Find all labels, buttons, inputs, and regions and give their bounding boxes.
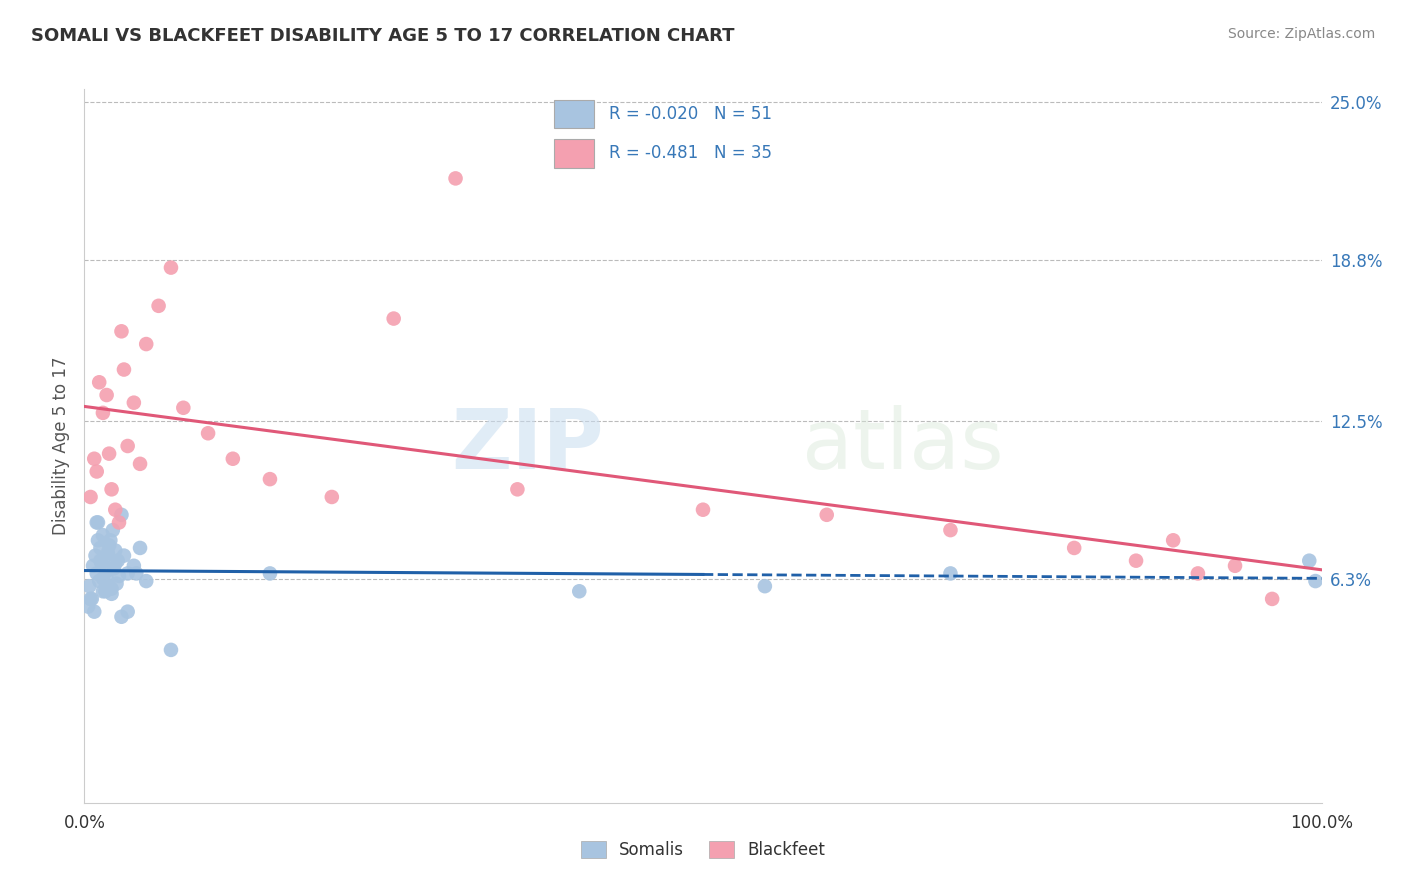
Point xyxy=(86,566,108,581)
Point xyxy=(112,549,135,563)
Point xyxy=(135,574,157,588)
Point xyxy=(939,523,962,537)
Point xyxy=(197,426,219,441)
Point xyxy=(89,574,111,588)
Text: R = -0.481   N = 35: R = -0.481 N = 35 xyxy=(609,145,772,162)
Point xyxy=(97,546,120,560)
Point xyxy=(104,543,127,558)
Point xyxy=(101,523,124,537)
Point xyxy=(692,502,714,516)
Point xyxy=(135,337,157,351)
FancyBboxPatch shape xyxy=(554,100,593,128)
Text: SOMALI VS BLACKFEET DISABILITY AGE 5 TO 17 CORRELATION CHART: SOMALI VS BLACKFEET DISABILITY AGE 5 TO … xyxy=(31,27,734,45)
Point xyxy=(103,561,125,575)
Y-axis label: Disability Age 5 to 17: Disability Age 5 to 17 xyxy=(52,357,70,535)
Point xyxy=(1161,533,1184,548)
Point xyxy=(160,260,183,275)
Point xyxy=(172,401,194,415)
Point xyxy=(86,516,108,530)
Point xyxy=(110,508,132,522)
Point xyxy=(1305,574,1327,588)
Point xyxy=(96,564,118,578)
Point xyxy=(107,554,129,568)
Point xyxy=(1125,554,1147,568)
Point xyxy=(100,587,122,601)
Point xyxy=(222,451,245,466)
Point xyxy=(117,439,139,453)
Point xyxy=(83,605,105,619)
Point xyxy=(93,551,115,566)
Text: atlas: atlas xyxy=(801,406,1004,486)
Point xyxy=(104,556,127,570)
Point xyxy=(815,508,838,522)
Point xyxy=(87,533,110,548)
Point xyxy=(148,299,170,313)
Point xyxy=(98,447,121,461)
Point xyxy=(90,556,112,570)
Point xyxy=(125,566,148,581)
Point xyxy=(112,362,135,376)
Point xyxy=(91,528,114,542)
Point xyxy=(83,451,105,466)
Point xyxy=(129,457,152,471)
Point xyxy=(82,558,104,573)
Point xyxy=(1298,554,1320,568)
Point xyxy=(87,516,110,530)
Point xyxy=(91,572,114,586)
Point xyxy=(1187,566,1209,581)
Point xyxy=(1223,558,1246,573)
Point xyxy=(122,395,145,409)
Point xyxy=(96,572,118,586)
Point xyxy=(98,579,121,593)
Point xyxy=(79,490,101,504)
Point xyxy=(259,566,281,581)
Point xyxy=(108,516,131,530)
Point xyxy=(108,569,131,583)
Point xyxy=(122,558,145,573)
Point xyxy=(104,502,127,516)
Point xyxy=(568,584,591,599)
Point xyxy=(939,566,962,581)
Point xyxy=(1063,541,1085,555)
Legend: Somalis, Blackfeet: Somalis, Blackfeet xyxy=(574,834,832,866)
Point xyxy=(91,406,114,420)
Point xyxy=(160,643,183,657)
Point xyxy=(86,465,108,479)
Point xyxy=(754,579,776,593)
FancyBboxPatch shape xyxy=(554,139,593,168)
Point xyxy=(129,541,152,555)
Point xyxy=(506,483,529,497)
Point xyxy=(77,599,100,614)
Point xyxy=(110,324,132,338)
Point xyxy=(1261,591,1284,606)
Point xyxy=(100,582,122,596)
Point xyxy=(89,554,111,568)
Text: Source: ZipAtlas.com: Source: ZipAtlas.com xyxy=(1227,27,1375,41)
Point xyxy=(100,483,122,497)
Point xyxy=(94,584,117,599)
Point xyxy=(80,591,103,606)
Point xyxy=(84,549,107,563)
Point xyxy=(98,538,121,552)
Point xyxy=(105,576,128,591)
Point xyxy=(79,579,101,593)
Point xyxy=(117,566,139,581)
Point xyxy=(98,533,121,548)
Point xyxy=(89,541,111,555)
Point xyxy=(110,609,132,624)
Point xyxy=(117,605,139,619)
Point xyxy=(259,472,281,486)
Point xyxy=(96,388,118,402)
Point xyxy=(444,171,467,186)
Text: R = -0.020   N = 51: R = -0.020 N = 51 xyxy=(609,105,772,123)
Point xyxy=(79,591,101,606)
Point xyxy=(91,584,114,599)
Point xyxy=(321,490,343,504)
Point xyxy=(382,311,405,326)
Point xyxy=(89,376,111,390)
Text: ZIP: ZIP xyxy=(451,406,605,486)
